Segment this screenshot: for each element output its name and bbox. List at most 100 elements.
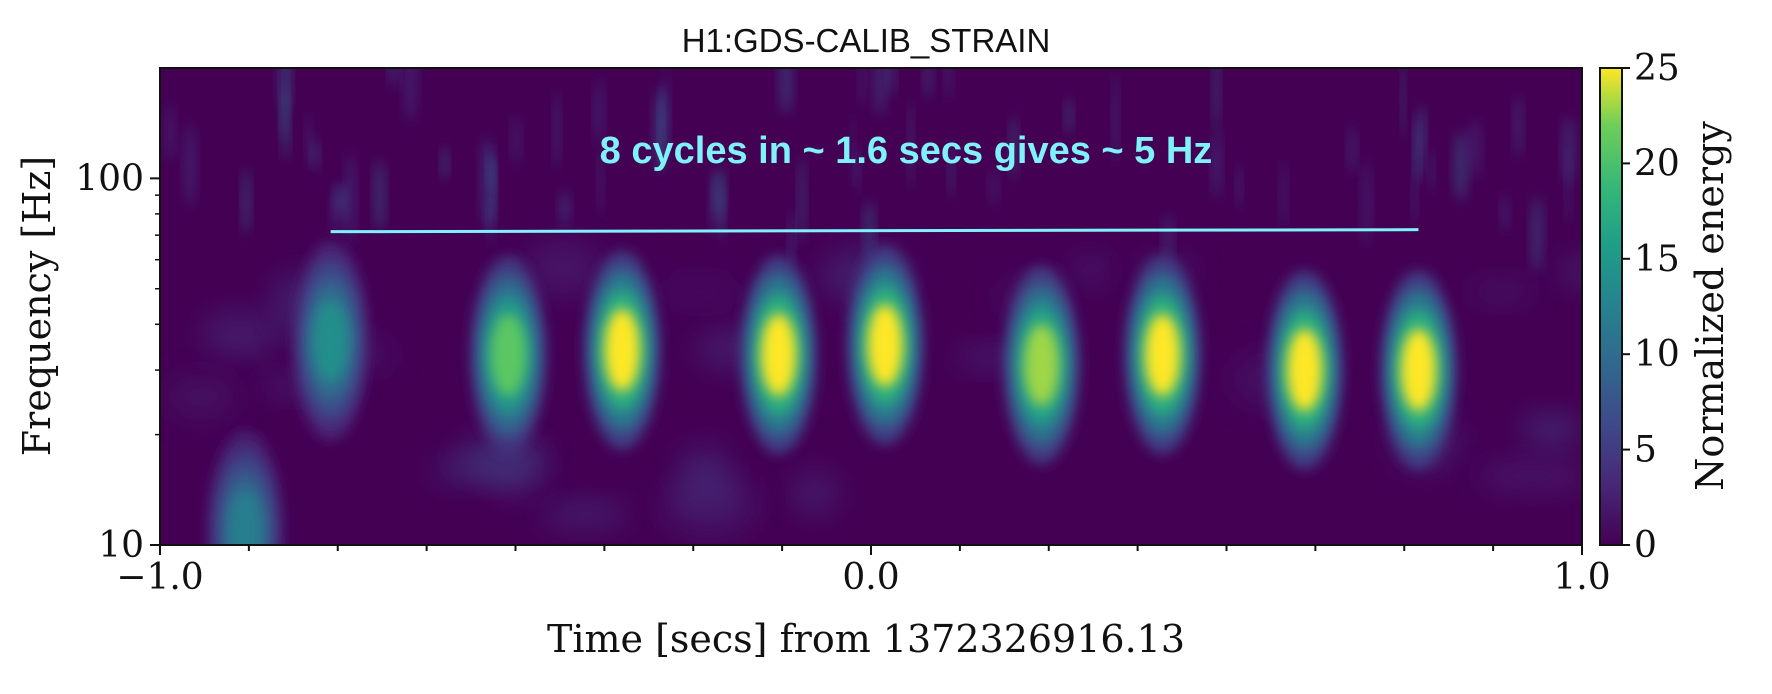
colorbar-tick-label: 0: [1634, 525, 1657, 566]
y-axis-ticks: 10 100: [75, 158, 160, 566]
energy-blob-layer: [604, 308, 640, 392]
background-patch: [678, 443, 733, 504]
noise-streak: [184, 123, 196, 206]
noise-streak: [389, 68, 399, 87]
energy-blob: [1380, 271, 1457, 470]
noise-streak: [1454, 131, 1467, 202]
x-tick-label: −1.0: [116, 557, 203, 598]
noise-streak: [346, 153, 355, 244]
noise-streak: [887, 68, 896, 96]
energy-blob: [584, 251, 661, 450]
energy-blob-layer: [1144, 313, 1181, 397]
colorbar-tick-label: 20: [1634, 143, 1680, 184]
noise-streak: [306, 113, 312, 169]
noise-streak: [711, 172, 722, 235]
background-patch: [200, 311, 281, 359]
noise-streak: [595, 78, 604, 145]
colorbar-tick-label: 5: [1634, 430, 1657, 471]
noise-streak: [850, 115, 855, 186]
background-patch: [456, 435, 547, 476]
noise-streak: [654, 89, 667, 171]
noise-streak: [1501, 193, 1509, 232]
noise-streak: [374, 159, 385, 232]
energy-blob: [1266, 271, 1343, 470]
noise-streak: [1401, 68, 1406, 140]
noise-streak: [598, 143, 603, 214]
noise-streak: [1514, 95, 1523, 158]
noise-streak: [275, 68, 281, 106]
energy-blob-layer: [1024, 323, 1060, 407]
noise-streak: [1420, 106, 1427, 154]
background-patch: [541, 501, 629, 529]
colorbar-tick-label: 15: [1634, 239, 1680, 280]
colorbar-gradient: [1599, 67, 1623, 546]
colorbar: 0 5 10 15 20 25 Normalized energy: [1599, 48, 1732, 566]
background-patch: [525, 239, 602, 297]
x-axis-ticks: −1.0 0.0 1.0: [116, 545, 1611, 598]
energy-blob: [847, 246, 924, 445]
noise-streak: [719, 191, 725, 244]
energy-blob-layer: [490, 313, 526, 397]
colorbar-tick-label: 10: [1634, 334, 1680, 375]
noise-streak: [1348, 125, 1356, 173]
background-patch: [1069, 255, 1112, 285]
background-patch: [790, 470, 840, 516]
x-tick-label: 1.0: [1553, 557, 1610, 598]
y-tick-label: 100: [75, 158, 144, 199]
noise-streak: [788, 211, 795, 269]
noise-streak: [989, 168, 998, 206]
energy-blob: [207, 430, 284, 545]
background-patch: [1467, 279, 1536, 304]
noise-streak: [1163, 215, 1173, 268]
noise-streak: [945, 68, 952, 99]
energy-blob: [1003, 265, 1080, 464]
energy-blob: [740, 255, 817, 454]
energy-blob-layer: [313, 299, 349, 383]
background-patch: [659, 275, 742, 308]
colorbar-ticks: 0 5 10 15 20 25: [1622, 48, 1680, 566]
energy-blob-layer: [227, 488, 263, 545]
energy-blob-layer: [761, 313, 797, 397]
noise-streak: [1429, 149, 1434, 192]
noise-streak: [859, 68, 866, 108]
colorbar-tick-label: 25: [1634, 48, 1680, 89]
noise-streak: [335, 182, 347, 217]
noise-streak: [780, 68, 792, 115]
noise-streak: [1065, 97, 1073, 135]
noise-streak: [948, 142, 954, 198]
cycle-annotation: 8 cycles in ~ 1.6 secs gives ~ 5 Hz: [330, 130, 1419, 234]
noise-streak: [1531, 196, 1543, 274]
annotation-line: [330, 228, 1419, 234]
noise-streak: [281, 86, 290, 159]
annotation-text: 8 cycles in ~ 1.6 secs gives ~ 5 Hz: [600, 130, 1213, 172]
noise-streak: [1412, 170, 1418, 225]
noise-streak: [1280, 161, 1287, 229]
noise-streak: [1010, 114, 1018, 180]
energy-blob: [292, 242, 369, 440]
noise-streak: [1112, 72, 1119, 165]
noise-streak: [242, 168, 250, 235]
noise-streak: [404, 68, 417, 123]
background-patch: [163, 373, 239, 421]
noise-streak: [311, 137, 319, 171]
energy-blob-layer: [1287, 328, 1323, 412]
noise-streak: [165, 103, 175, 162]
background-patch: [1521, 413, 1582, 446]
noise-streak: [481, 136, 493, 226]
noise-streak: [1213, 68, 1220, 131]
energy-blob: [1124, 255, 1201, 454]
noise-streak: [874, 68, 886, 116]
noise-streak: [1212, 128, 1221, 198]
noise-streak: [798, 157, 806, 245]
noise-streak: [924, 68, 933, 99]
noise-streak: [1236, 162, 1242, 209]
energy-blob-layer: [867, 304, 903, 387]
background-patch: [1559, 256, 1582, 288]
x-axis-label: Time [secs] from 1372326916.13: [547, 617, 1185, 661]
background-patch: [1476, 460, 1582, 492]
y-axis-label: Frequency [Hz]: [15, 156, 59, 456]
noise-streak: [559, 190, 570, 227]
energy-blob: [470, 255, 547, 454]
noise-streak: [854, 145, 860, 193]
